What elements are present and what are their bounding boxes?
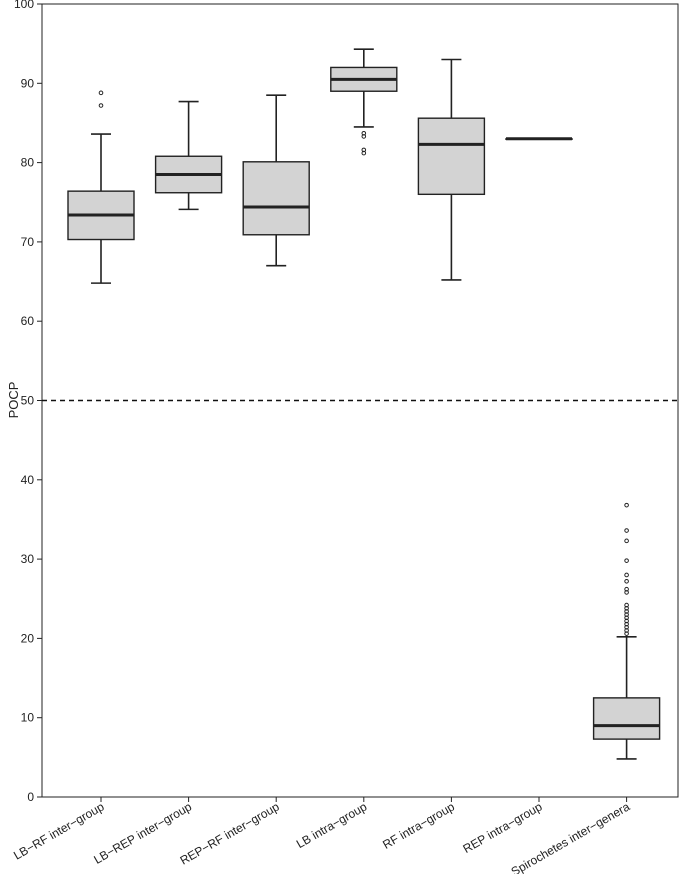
- box-4: [330, 48, 398, 156]
- y-tick-label: 90: [21, 76, 35, 90]
- y-tick-label: 70: [21, 235, 35, 249]
- x-tick-label: RF intra−group: [380, 799, 457, 851]
- box-3: [242, 94, 310, 267]
- x-tick-label: REP intra−group: [461, 799, 545, 856]
- x-tick-label: REP−RF inter−group: [178, 799, 282, 867]
- outlier-point: [361, 130, 367, 136]
- y-tick-label: 60: [21, 314, 35, 328]
- box-6: [505, 137, 573, 141]
- boxes-group: [67, 48, 661, 760]
- box-2: [154, 100, 223, 211]
- box-rect: [417, 117, 486, 196]
- y-tick-label: 0: [27, 790, 34, 804]
- outlier-point: [624, 579, 629, 584]
- box-rect: [242, 161, 310, 236]
- box-rect: [592, 697, 661, 740]
- outlier-point: [624, 602, 629, 608]
- y-tick-label: 50: [21, 394, 35, 408]
- outlier-point: [624, 558, 629, 563]
- y-tick-label: 100: [14, 0, 34, 11]
- outlier-point: [624, 528, 629, 533]
- x-tick-label: LB intra−group: [294, 799, 370, 851]
- y-axis-title: POCP: [6, 382, 21, 419]
- box-7: [592, 502, 661, 760]
- y-tick-label: 30: [21, 552, 35, 566]
- y-tick-label: 20: [21, 631, 35, 645]
- outlier-point: [624, 586, 629, 592]
- outlier-point: [624, 538, 629, 544]
- y-tick-label: 80: [21, 156, 35, 170]
- outlier-point: [624, 572, 629, 578]
- box-1: [67, 90, 135, 284]
- outlier-point: [98, 90, 104, 96]
- y-axis: 0 10 20 30 40 50 60 70 80 90 100: [14, 0, 42, 804]
- outlier-point: [624, 502, 629, 508]
- y-tick-label: 10: [21, 711, 35, 725]
- outlier-point: [98, 103, 104, 108]
- outlier-point: [361, 147, 367, 153]
- y-tick-label: 40: [21, 473, 35, 487]
- box-5: [417, 58, 486, 281]
